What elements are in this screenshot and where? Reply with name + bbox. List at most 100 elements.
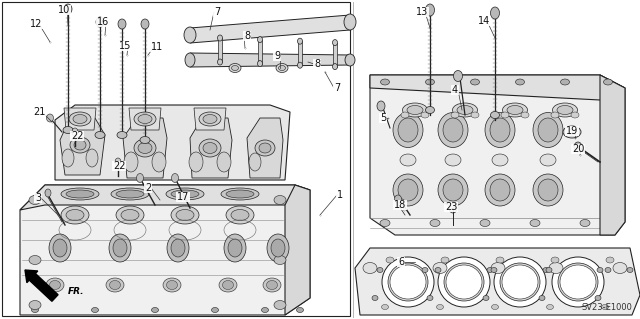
Text: 18: 18 (394, 200, 406, 210)
Ellipse shape (66, 190, 94, 198)
Ellipse shape (422, 268, 428, 272)
Ellipse shape (444, 263, 484, 301)
Ellipse shape (69, 112, 91, 126)
Ellipse shape (274, 300, 286, 309)
Ellipse shape (171, 190, 199, 198)
Ellipse shape (490, 118, 510, 142)
Ellipse shape (257, 61, 262, 67)
Ellipse shape (471, 112, 479, 118)
Text: FR.: FR. (68, 287, 84, 296)
Ellipse shape (152, 152, 166, 172)
Ellipse shape (106, 278, 124, 292)
Ellipse shape (171, 206, 199, 224)
Ellipse shape (266, 280, 278, 290)
Text: 12: 12 (30, 19, 42, 29)
Text: 2: 2 (145, 183, 151, 193)
Ellipse shape (427, 295, 433, 300)
Text: 16: 16 (97, 17, 109, 27)
Ellipse shape (345, 54, 355, 66)
Ellipse shape (491, 268, 497, 272)
Ellipse shape (49, 234, 71, 262)
Polygon shape (285, 185, 310, 315)
Ellipse shape (595, 295, 601, 300)
Ellipse shape (574, 142, 582, 152)
Ellipse shape (29, 196, 41, 204)
Ellipse shape (116, 206, 144, 224)
Ellipse shape (211, 308, 218, 313)
Ellipse shape (296, 308, 303, 313)
Ellipse shape (124, 152, 138, 172)
Ellipse shape (494, 257, 546, 307)
Ellipse shape (540, 154, 556, 166)
Ellipse shape (492, 154, 508, 166)
Ellipse shape (53, 239, 67, 257)
Ellipse shape (138, 143, 152, 153)
Text: 13: 13 (416, 7, 428, 17)
Ellipse shape (229, 63, 241, 72)
Ellipse shape (552, 103, 577, 117)
Ellipse shape (552, 257, 604, 307)
Polygon shape (600, 75, 625, 235)
Ellipse shape (113, 239, 127, 257)
Polygon shape (190, 118, 232, 178)
Polygon shape (190, 53, 350, 67)
Text: 7: 7 (334, 83, 340, 93)
Ellipse shape (138, 115, 152, 123)
Ellipse shape (136, 174, 143, 182)
Polygon shape (129, 108, 161, 130)
Polygon shape (218, 38, 222, 62)
Ellipse shape (298, 38, 303, 44)
Ellipse shape (443, 118, 463, 142)
Ellipse shape (394, 195, 401, 203)
Ellipse shape (547, 305, 554, 309)
Ellipse shape (380, 219, 390, 226)
Polygon shape (355, 248, 640, 315)
Ellipse shape (226, 190, 254, 198)
Text: 22: 22 (71, 131, 83, 141)
Ellipse shape (111, 188, 149, 200)
Text: 7: 7 (214, 7, 220, 17)
Ellipse shape (604, 79, 612, 85)
Ellipse shape (438, 257, 490, 307)
Ellipse shape (117, 131, 127, 138)
Text: 8: 8 (314, 59, 320, 69)
Ellipse shape (597, 268, 603, 272)
Ellipse shape (487, 268, 493, 272)
Ellipse shape (223, 280, 234, 290)
Polygon shape (190, 15, 350, 43)
Ellipse shape (29, 256, 41, 264)
Polygon shape (298, 41, 302, 65)
FancyArrow shape (25, 270, 58, 301)
Ellipse shape (121, 210, 139, 220)
Ellipse shape (73, 115, 87, 123)
Ellipse shape (263, 278, 281, 292)
Ellipse shape (141, 19, 149, 29)
Ellipse shape (377, 268, 383, 272)
Ellipse shape (492, 305, 499, 309)
Ellipse shape (483, 295, 489, 300)
Ellipse shape (480, 219, 490, 226)
Ellipse shape (551, 257, 559, 263)
Ellipse shape (390, 265, 426, 299)
Ellipse shape (543, 268, 549, 272)
Ellipse shape (363, 263, 377, 273)
Text: 5: 5 (380, 113, 386, 123)
Ellipse shape (95, 131, 105, 138)
Ellipse shape (538, 179, 558, 201)
Ellipse shape (45, 189, 51, 197)
Ellipse shape (109, 234, 131, 262)
Ellipse shape (134, 112, 156, 126)
Ellipse shape (426, 107, 435, 114)
Ellipse shape (449, 203, 457, 213)
Ellipse shape (262, 308, 269, 313)
Ellipse shape (502, 265, 538, 299)
Ellipse shape (66, 210, 84, 220)
Ellipse shape (259, 143, 271, 153)
Text: 22: 22 (113, 161, 125, 171)
Ellipse shape (426, 79, 435, 85)
Ellipse shape (538, 118, 558, 142)
Ellipse shape (74, 140, 86, 150)
Ellipse shape (605, 268, 611, 272)
Ellipse shape (46, 278, 64, 292)
Ellipse shape (218, 59, 223, 65)
